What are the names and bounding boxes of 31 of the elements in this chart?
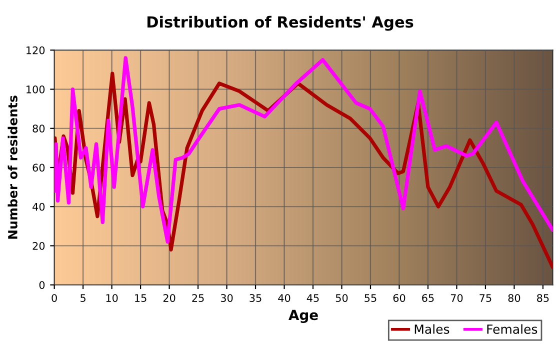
x-tick-label: 55 bbox=[364, 294, 376, 302]
legend-label: Males bbox=[414, 324, 450, 334]
x-tick-label: 65 bbox=[422, 294, 434, 302]
y-axis-title: Number of residents bbox=[8, 96, 18, 239]
x-tick-label: 45 bbox=[306, 294, 319, 302]
x-tick-label: 80 bbox=[508, 294, 520, 302]
x-axis-title: Age bbox=[288, 310, 318, 323]
x-tick-label: 40 bbox=[278, 294, 290, 302]
x-tick-label: 30 bbox=[220, 294, 233, 302]
x-tick-label: 15 bbox=[135, 294, 146, 302]
y-tick-label: 80 bbox=[32, 124, 45, 132]
y-tick-label: 120 bbox=[26, 46, 45, 54]
y-tick-label: 0 bbox=[39, 281, 45, 289]
x-tick-label: 70 bbox=[450, 294, 463, 302]
x-tick-label: 5 bbox=[80, 294, 86, 302]
x-tick-label: 10 bbox=[106, 294, 118, 302]
legend-label: Females bbox=[487, 324, 538, 334]
x-tick-label: 75 bbox=[480, 294, 492, 302]
y-tick-label: 60 bbox=[32, 164, 45, 172]
line-series bbox=[54, 56, 553, 244]
y-tick-label: 20 bbox=[32, 242, 45, 250]
chart-title: Distribution of Residents' Ages bbox=[147, 16, 414, 31]
x-tick-label: 50 bbox=[336, 294, 348, 302]
x-tick-label: 0 bbox=[52, 294, 57, 302]
x-tick-label: 25 bbox=[192, 294, 204, 302]
x-tick-label: 35 bbox=[250, 294, 262, 302]
x-tick-label: 85 bbox=[537, 294, 549, 302]
x-tick-label: 60 bbox=[393, 294, 406, 302]
y-tick-label: 40 bbox=[32, 202, 45, 211]
y-tick-label: 100 bbox=[26, 85, 45, 94]
x-tick-label: 20 bbox=[163, 294, 176, 302]
